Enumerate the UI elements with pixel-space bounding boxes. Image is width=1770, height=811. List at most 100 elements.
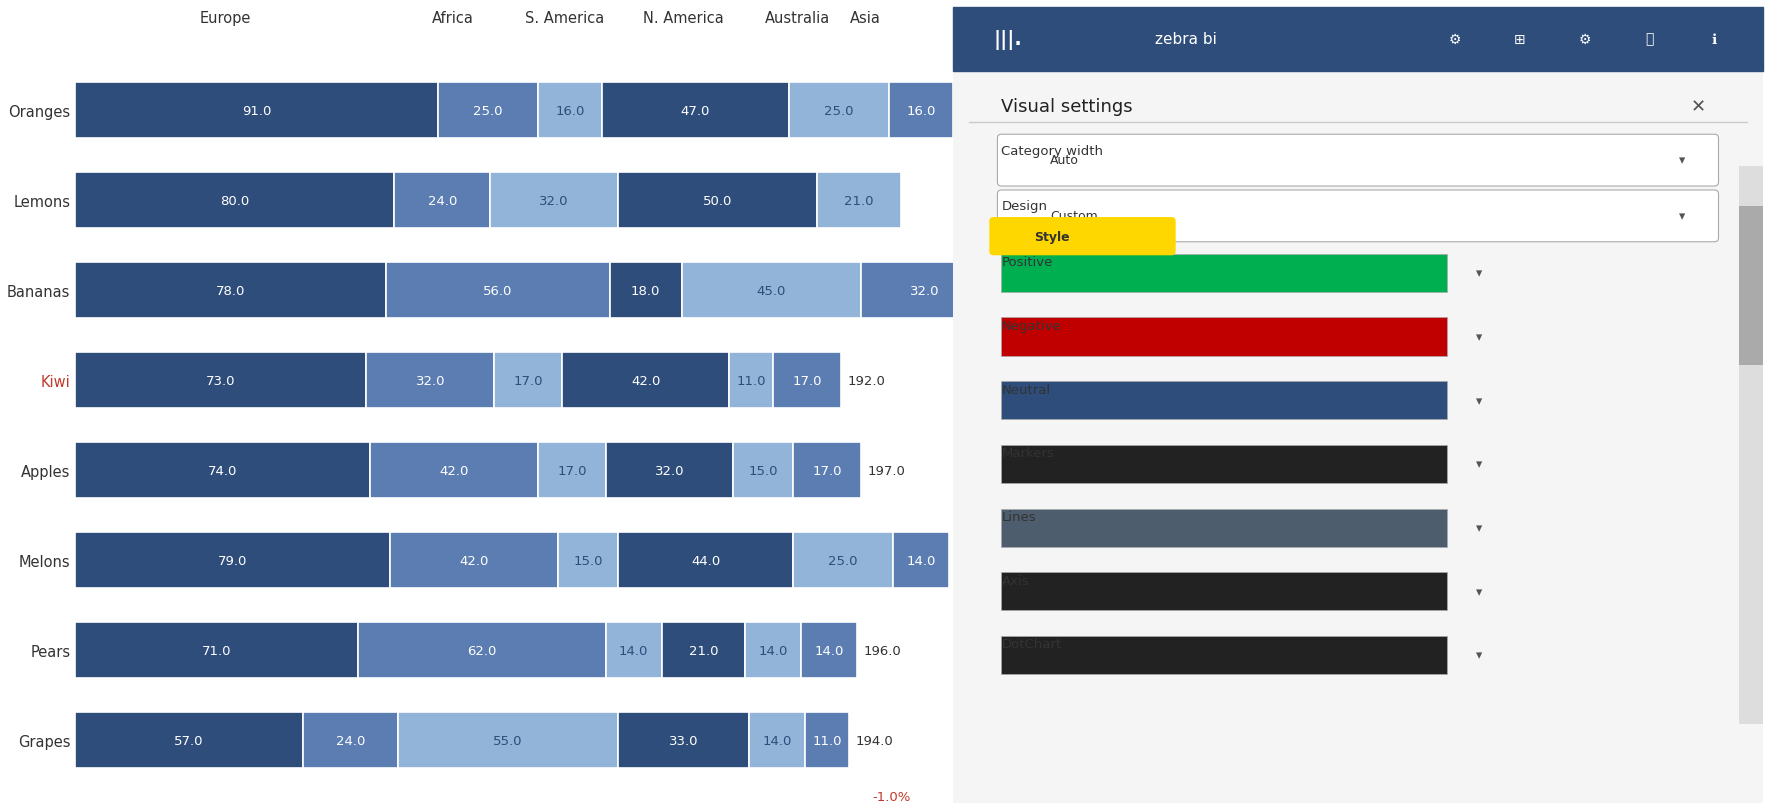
Bar — [1738, 167, 1763, 723]
Bar — [802, 623, 857, 678]
Text: ⚙: ⚙ — [1579, 32, 1591, 46]
Bar — [74, 712, 303, 768]
Text: Markers: Markers — [1002, 447, 1055, 460]
Text: ▾: ▾ — [1476, 394, 1483, 407]
Bar — [818, 174, 901, 229]
Text: 73.0: 73.0 — [205, 375, 235, 388]
Text: 80.0: 80.0 — [219, 195, 250, 208]
Text: 15.0: 15.0 — [573, 554, 602, 567]
Bar — [605, 443, 733, 499]
Bar — [605, 623, 662, 678]
Bar — [729, 353, 773, 409]
Bar — [1002, 255, 1448, 293]
Bar — [439, 84, 538, 139]
Bar — [602, 84, 789, 139]
Text: ℹ: ℹ — [1712, 32, 1717, 46]
Text: Custom: Custom — [1050, 210, 1097, 223]
Bar — [74, 623, 359, 678]
Bar — [681, 263, 862, 319]
Bar — [745, 623, 802, 678]
Text: 42.0: 42.0 — [439, 464, 469, 477]
Bar — [793, 533, 894, 589]
Text: 32.0: 32.0 — [540, 195, 568, 208]
Text: Positive: Positive — [1002, 255, 1053, 268]
Text: 32.0: 32.0 — [655, 464, 685, 477]
Text: 25.0: 25.0 — [828, 554, 858, 567]
Text: 18.0: 18.0 — [630, 285, 660, 298]
Bar — [733, 443, 793, 499]
Text: 17.0: 17.0 — [513, 375, 543, 388]
Bar — [749, 712, 805, 768]
Text: Neutral: Neutral — [1002, 383, 1051, 396]
Text: 11.0: 11.0 — [736, 375, 766, 388]
Bar — [494, 353, 561, 409]
Text: Europe: Europe — [200, 11, 251, 26]
Bar — [1002, 382, 1448, 420]
Bar — [862, 263, 989, 319]
Text: ✕: ✕ — [1690, 98, 1706, 116]
Text: ▾: ▾ — [1476, 267, 1483, 280]
Bar — [952, 8, 1763, 71]
Bar — [74, 263, 386, 319]
Bar — [1002, 573, 1448, 611]
Text: 197.0: 197.0 — [867, 464, 904, 477]
Text: 55.0: 55.0 — [494, 734, 522, 747]
Text: Style: Style — [1034, 230, 1069, 243]
Bar — [618, 712, 749, 768]
Text: 24.0: 24.0 — [428, 195, 457, 208]
Bar — [1002, 509, 1448, 547]
Bar — [386, 263, 611, 319]
Text: 14.0: 14.0 — [814, 644, 844, 657]
Bar — [611, 263, 681, 319]
Bar — [538, 84, 602, 139]
Text: 16.0: 16.0 — [906, 105, 936, 118]
Text: Lines: Lines — [1002, 510, 1035, 523]
Bar — [74, 174, 395, 229]
Text: Asia: Asia — [850, 11, 881, 26]
Text: 21.0: 21.0 — [844, 195, 874, 208]
Bar — [1738, 207, 1763, 366]
Text: 42.0: 42.0 — [460, 554, 489, 567]
Text: 25.0: 25.0 — [473, 105, 503, 118]
Text: ⚙: ⚙ — [1450, 32, 1462, 46]
Bar — [561, 353, 729, 409]
Bar — [1002, 445, 1448, 483]
Bar — [618, 174, 818, 229]
Text: 62.0: 62.0 — [467, 644, 497, 657]
Bar — [370, 443, 538, 499]
Bar — [793, 443, 862, 499]
Text: 32.0: 32.0 — [910, 285, 940, 298]
Text: Axis: Axis — [1002, 574, 1028, 587]
Bar — [1002, 318, 1448, 356]
Text: 17.0: 17.0 — [793, 375, 821, 388]
Bar — [538, 443, 605, 499]
Bar — [303, 712, 398, 768]
Text: 24.0: 24.0 — [336, 734, 365, 747]
Bar — [618, 533, 793, 589]
Text: |||.: |||. — [993, 30, 1021, 49]
Text: ⊞: ⊞ — [1513, 32, 1526, 46]
Bar — [359, 623, 605, 678]
Text: Negative: Negative — [1002, 320, 1062, 333]
Bar — [1002, 636, 1448, 675]
FancyBboxPatch shape — [998, 135, 1719, 187]
Text: ▾: ▾ — [1680, 210, 1685, 223]
Bar — [395, 174, 490, 229]
Bar — [490, 174, 618, 229]
Text: 47.0: 47.0 — [681, 105, 710, 118]
Text: ▾: ▾ — [1476, 521, 1483, 534]
Text: ▾: ▾ — [1476, 458, 1483, 471]
Text: Africa: Africa — [432, 11, 473, 26]
Text: zebra bi: zebra bi — [1156, 32, 1218, 47]
Text: 91.0: 91.0 — [242, 105, 271, 118]
Bar — [894, 533, 949, 589]
Text: 17.0: 17.0 — [558, 464, 586, 477]
Bar — [773, 353, 841, 409]
Text: 14.0: 14.0 — [763, 734, 791, 747]
Text: N. America: N. America — [643, 11, 724, 26]
Text: 79.0: 79.0 — [218, 554, 248, 567]
Text: Design: Design — [1002, 200, 1048, 213]
Text: 71.0: 71.0 — [202, 644, 232, 657]
Text: Category width: Category width — [1002, 144, 1103, 157]
FancyBboxPatch shape — [989, 218, 1175, 256]
